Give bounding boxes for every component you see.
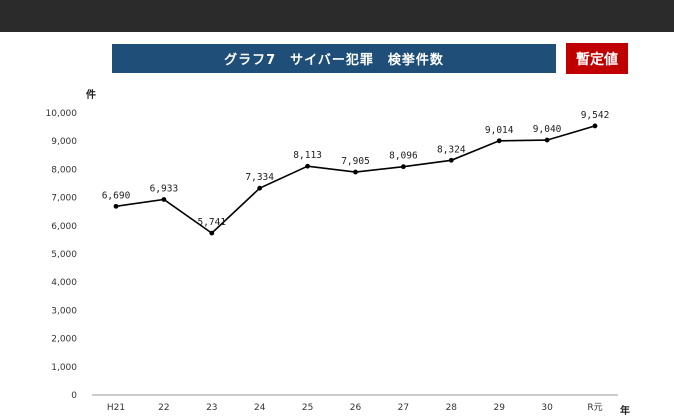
- data-point: [592, 123, 598, 129]
- y-tick-label: 5,000: [51, 250, 77, 260]
- data-point: [257, 185, 263, 191]
- chart-title: グラフ7 サイバー犯罪 検挙件数: [112, 44, 556, 73]
- data-label: 6,690: [102, 190, 131, 201]
- data-label: 8,324: [437, 144, 466, 155]
- provisional-badge: 暫定値: [566, 43, 628, 74]
- y-tick-label: 3,000: [51, 306, 77, 316]
- y-axis-unit: 件: [86, 88, 96, 101]
- data-label: 8,096: [389, 151, 418, 162]
- x-tick-label: 29: [493, 403, 505, 413]
- x-tick-label: R元: [587, 403, 602, 413]
- x-tick-label: 24: [254, 403, 266, 413]
- data-label: 7,334: [245, 172, 274, 183]
- x-tick-label: 28: [446, 403, 458, 413]
- y-tick-label: 10,000: [46, 109, 78, 119]
- data-label: 8,113: [293, 150, 322, 161]
- data-point: [448, 157, 454, 163]
- data-label: 6,933: [150, 183, 179, 194]
- series-line: [115, 125, 596, 235]
- data-point: [161, 197, 167, 202]
- data-label: 9,014: [485, 125, 514, 136]
- data-label: 9,542: [581, 110, 610, 121]
- data-point: [353, 169, 358, 175]
- data-point: [401, 164, 406, 170]
- x-axis-unit: 年: [620, 404, 630, 416]
- y-tick-label: 2,000: [51, 335, 77, 345]
- y-tick-label: 7,000: [51, 194, 77, 204]
- data-point: [544, 137, 550, 143]
- y-tick-label: 9,000: [51, 137, 77, 147]
- top-bar: [0, 0, 674, 32]
- x-tick-label: 23: [206, 403, 217, 413]
- y-tick-label: 6,000: [51, 222, 77, 232]
- y-tick-label: 8,000: [51, 165, 77, 175]
- data-label: 9,040: [533, 124, 562, 135]
- x-tick-label: 26: [350, 403, 362, 413]
- x-tick-label: 22: [158, 403, 169, 413]
- x-tick-label: H21: [107, 403, 125, 413]
- y-tick-label: 4,000: [51, 278, 77, 288]
- x-tick-label: 25: [302, 403, 313, 413]
- data-label: 7,905: [341, 156, 370, 167]
- data-label: 5,741: [197, 217, 226, 228]
- data-point: [496, 138, 502, 144]
- data-point: [209, 230, 215, 236]
- x-tick-label: 30: [541, 403, 553, 413]
- y-tick-label: 1,000: [51, 363, 77, 373]
- data-point: [305, 163, 310, 169]
- data-point: [113, 203, 119, 209]
- x-tick-label: 27: [398, 403, 409, 413]
- y-tick-label: 0: [71, 391, 77, 401]
